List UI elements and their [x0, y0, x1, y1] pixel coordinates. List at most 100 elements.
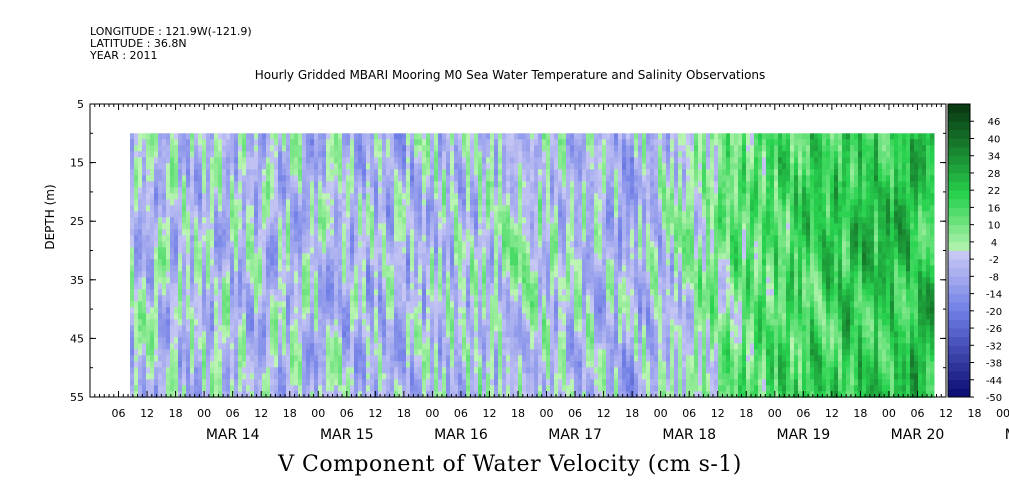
heatmap-cell [130, 217, 135, 224]
heatmap-cell [534, 343, 539, 350]
heatmap-cell [266, 217, 271, 224]
heatmap-cell [322, 211, 327, 218]
heatmap-cell [538, 289, 543, 296]
heatmap-cell [322, 355, 327, 362]
heatmap-cell [354, 187, 359, 194]
heatmap-cell [186, 379, 191, 386]
heatmap-cell [334, 157, 339, 164]
heatmap-cell [498, 385, 503, 392]
heatmap-cell [230, 385, 235, 392]
heatmap-cell [226, 283, 231, 290]
heatmap-cell [386, 229, 391, 236]
heatmap-cell [358, 325, 363, 332]
heatmap-cell [570, 223, 575, 230]
heatmap-cell [534, 169, 539, 176]
heatmap-cell [330, 217, 335, 224]
heatmap-cell [178, 367, 183, 374]
heatmap-cell [538, 307, 543, 314]
heatmap-cell [462, 289, 467, 296]
heatmap-cell [458, 313, 463, 320]
heatmap-cell [314, 253, 319, 260]
heatmap-cell [294, 187, 299, 194]
heatmap-cell [334, 145, 339, 152]
heatmap-cell [482, 253, 487, 260]
heatmap-cell [542, 277, 547, 284]
heatmap-cell [294, 349, 299, 356]
heatmap-cell [554, 367, 559, 374]
heatmap-cell [422, 145, 427, 152]
heatmap-cell [510, 259, 515, 266]
heatmap-cell [250, 247, 255, 254]
heatmap-cell [306, 313, 311, 320]
heatmap-cell [274, 187, 279, 194]
heatmap-cell [374, 187, 379, 194]
heatmap-cell [514, 151, 519, 158]
heatmap-cell [486, 325, 491, 332]
heatmap-cell [174, 223, 179, 230]
heatmap-cell [162, 295, 167, 302]
heatmap-cell [366, 247, 371, 254]
heatmap-cell [286, 157, 291, 164]
heatmap-cell [550, 367, 555, 374]
heatmap-cell [478, 337, 483, 344]
heatmap-cell [506, 337, 511, 344]
heatmap-cell [338, 355, 343, 362]
heatmap-cell [138, 265, 143, 272]
heatmap-cell [310, 241, 315, 248]
heatmap-cell [294, 307, 299, 314]
heatmap-cell [182, 229, 187, 236]
heatmap-cell [486, 271, 491, 278]
heatmap-cell [394, 289, 399, 296]
heatmap-cell [410, 157, 415, 164]
heatmap-cell [558, 163, 563, 170]
heatmap-cell [170, 319, 175, 326]
heatmap-cell [326, 181, 331, 188]
heatmap-cell [166, 139, 171, 146]
heatmap-cell [578, 145, 583, 152]
heatmap-cell [550, 301, 555, 308]
heatmap-cell [418, 265, 423, 272]
heatmap-cell [326, 271, 331, 278]
heatmap-cell [314, 373, 319, 380]
heatmap-cell [350, 199, 355, 206]
heatmap-cell [146, 325, 151, 332]
heatmap-cell [366, 271, 371, 278]
heatmap-cell [238, 229, 243, 236]
heatmap-cell [382, 265, 387, 272]
heatmap-cell [182, 283, 187, 290]
heatmap-cell [406, 199, 411, 206]
heatmap-cell [442, 343, 447, 350]
heatmap-cell [346, 295, 351, 302]
heatmap-cell [258, 241, 263, 248]
heatmap-cell [250, 151, 255, 158]
heatmap-cell [322, 361, 327, 368]
heatmap-cell [210, 337, 215, 344]
heatmap-cell [570, 391, 575, 398]
heatmap-cell [266, 379, 271, 386]
heatmap-cell [346, 199, 351, 206]
heatmap-cell [466, 349, 471, 356]
heatmap-cell [430, 301, 435, 308]
heatmap-cell [566, 301, 571, 308]
heatmap-cell [482, 349, 487, 356]
heatmap-cell [166, 301, 171, 308]
heatmap-cell [434, 331, 439, 338]
heatmap-cell [458, 175, 463, 182]
heatmap-cell [170, 259, 175, 266]
heatmap-cell [310, 385, 315, 392]
heatmap-cell [494, 133, 499, 140]
heatmap-cell [370, 181, 375, 188]
heatmap-cell [214, 349, 219, 356]
heatmap-cell [562, 151, 567, 158]
heatmap-cell [254, 175, 259, 182]
heatmap-cell [402, 337, 407, 344]
heatmap-cell [414, 211, 419, 218]
heatmap-cell [558, 259, 563, 266]
heatmap-cell [374, 265, 379, 272]
heatmap-cell [130, 151, 135, 158]
heatmap-cell [410, 193, 415, 200]
heatmap-cell [194, 349, 199, 356]
heatmap-cell [410, 163, 415, 170]
heatmap-cell [502, 205, 507, 212]
heatmap-cell [162, 157, 167, 164]
